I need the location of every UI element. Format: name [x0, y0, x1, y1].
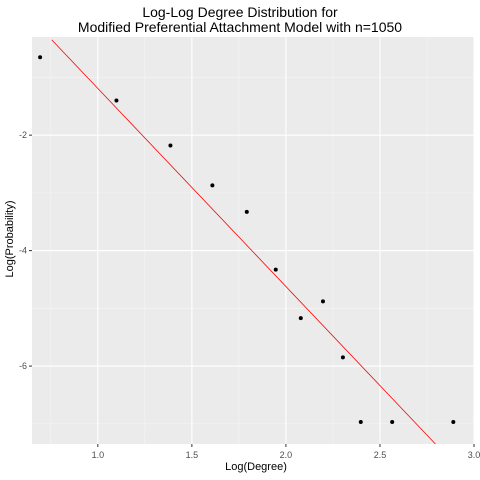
x-tick-label: 2.0 [280, 450, 293, 460]
x-tick-label: 1.5 [186, 450, 199, 460]
y-axis-ticks: -2 -4 -6 [19, 130, 32, 371]
y-tick-label: -2 [19, 130, 27, 140]
y-tick-label: -4 [19, 246, 27, 256]
data-point [114, 98, 119, 103]
data-point [210, 183, 215, 188]
series-layer [38, 39, 456, 445]
data-point [390, 420, 395, 425]
data-point [358, 420, 363, 425]
plot-panel [32, 37, 474, 444]
x-axis-label: Log(Degree) [225, 461, 287, 473]
fit-line [51, 39, 436, 445]
data-point [244, 209, 249, 214]
data-point [320, 299, 325, 304]
x-tick-label: 2.5 [374, 450, 387, 460]
data-point [38, 55, 43, 60]
x-axis-ticks: 1.0 1.5 2.0 2.5 3.0 [92, 444, 480, 460]
data-point [451, 420, 456, 425]
y-tick-label: -6 [19, 361, 27, 371]
major-gridlines [32, 37, 475, 444]
data-point [298, 316, 303, 321]
chart-subtitle: Modified Preferential Attachment Model w… [77, 19, 403, 35]
x-tick-label: 3.0 [468, 450, 480, 460]
y-axis-label: Log(Probability) [4, 200, 16, 278]
data-point [273, 267, 278, 272]
data-point [340, 355, 345, 360]
chart-title: Log-Log Degree Distribution for [142, 4, 338, 20]
x-tick-label: 1.0 [92, 450, 105, 460]
minor-gridlines [32, 37, 474, 444]
data-point [168, 143, 173, 148]
